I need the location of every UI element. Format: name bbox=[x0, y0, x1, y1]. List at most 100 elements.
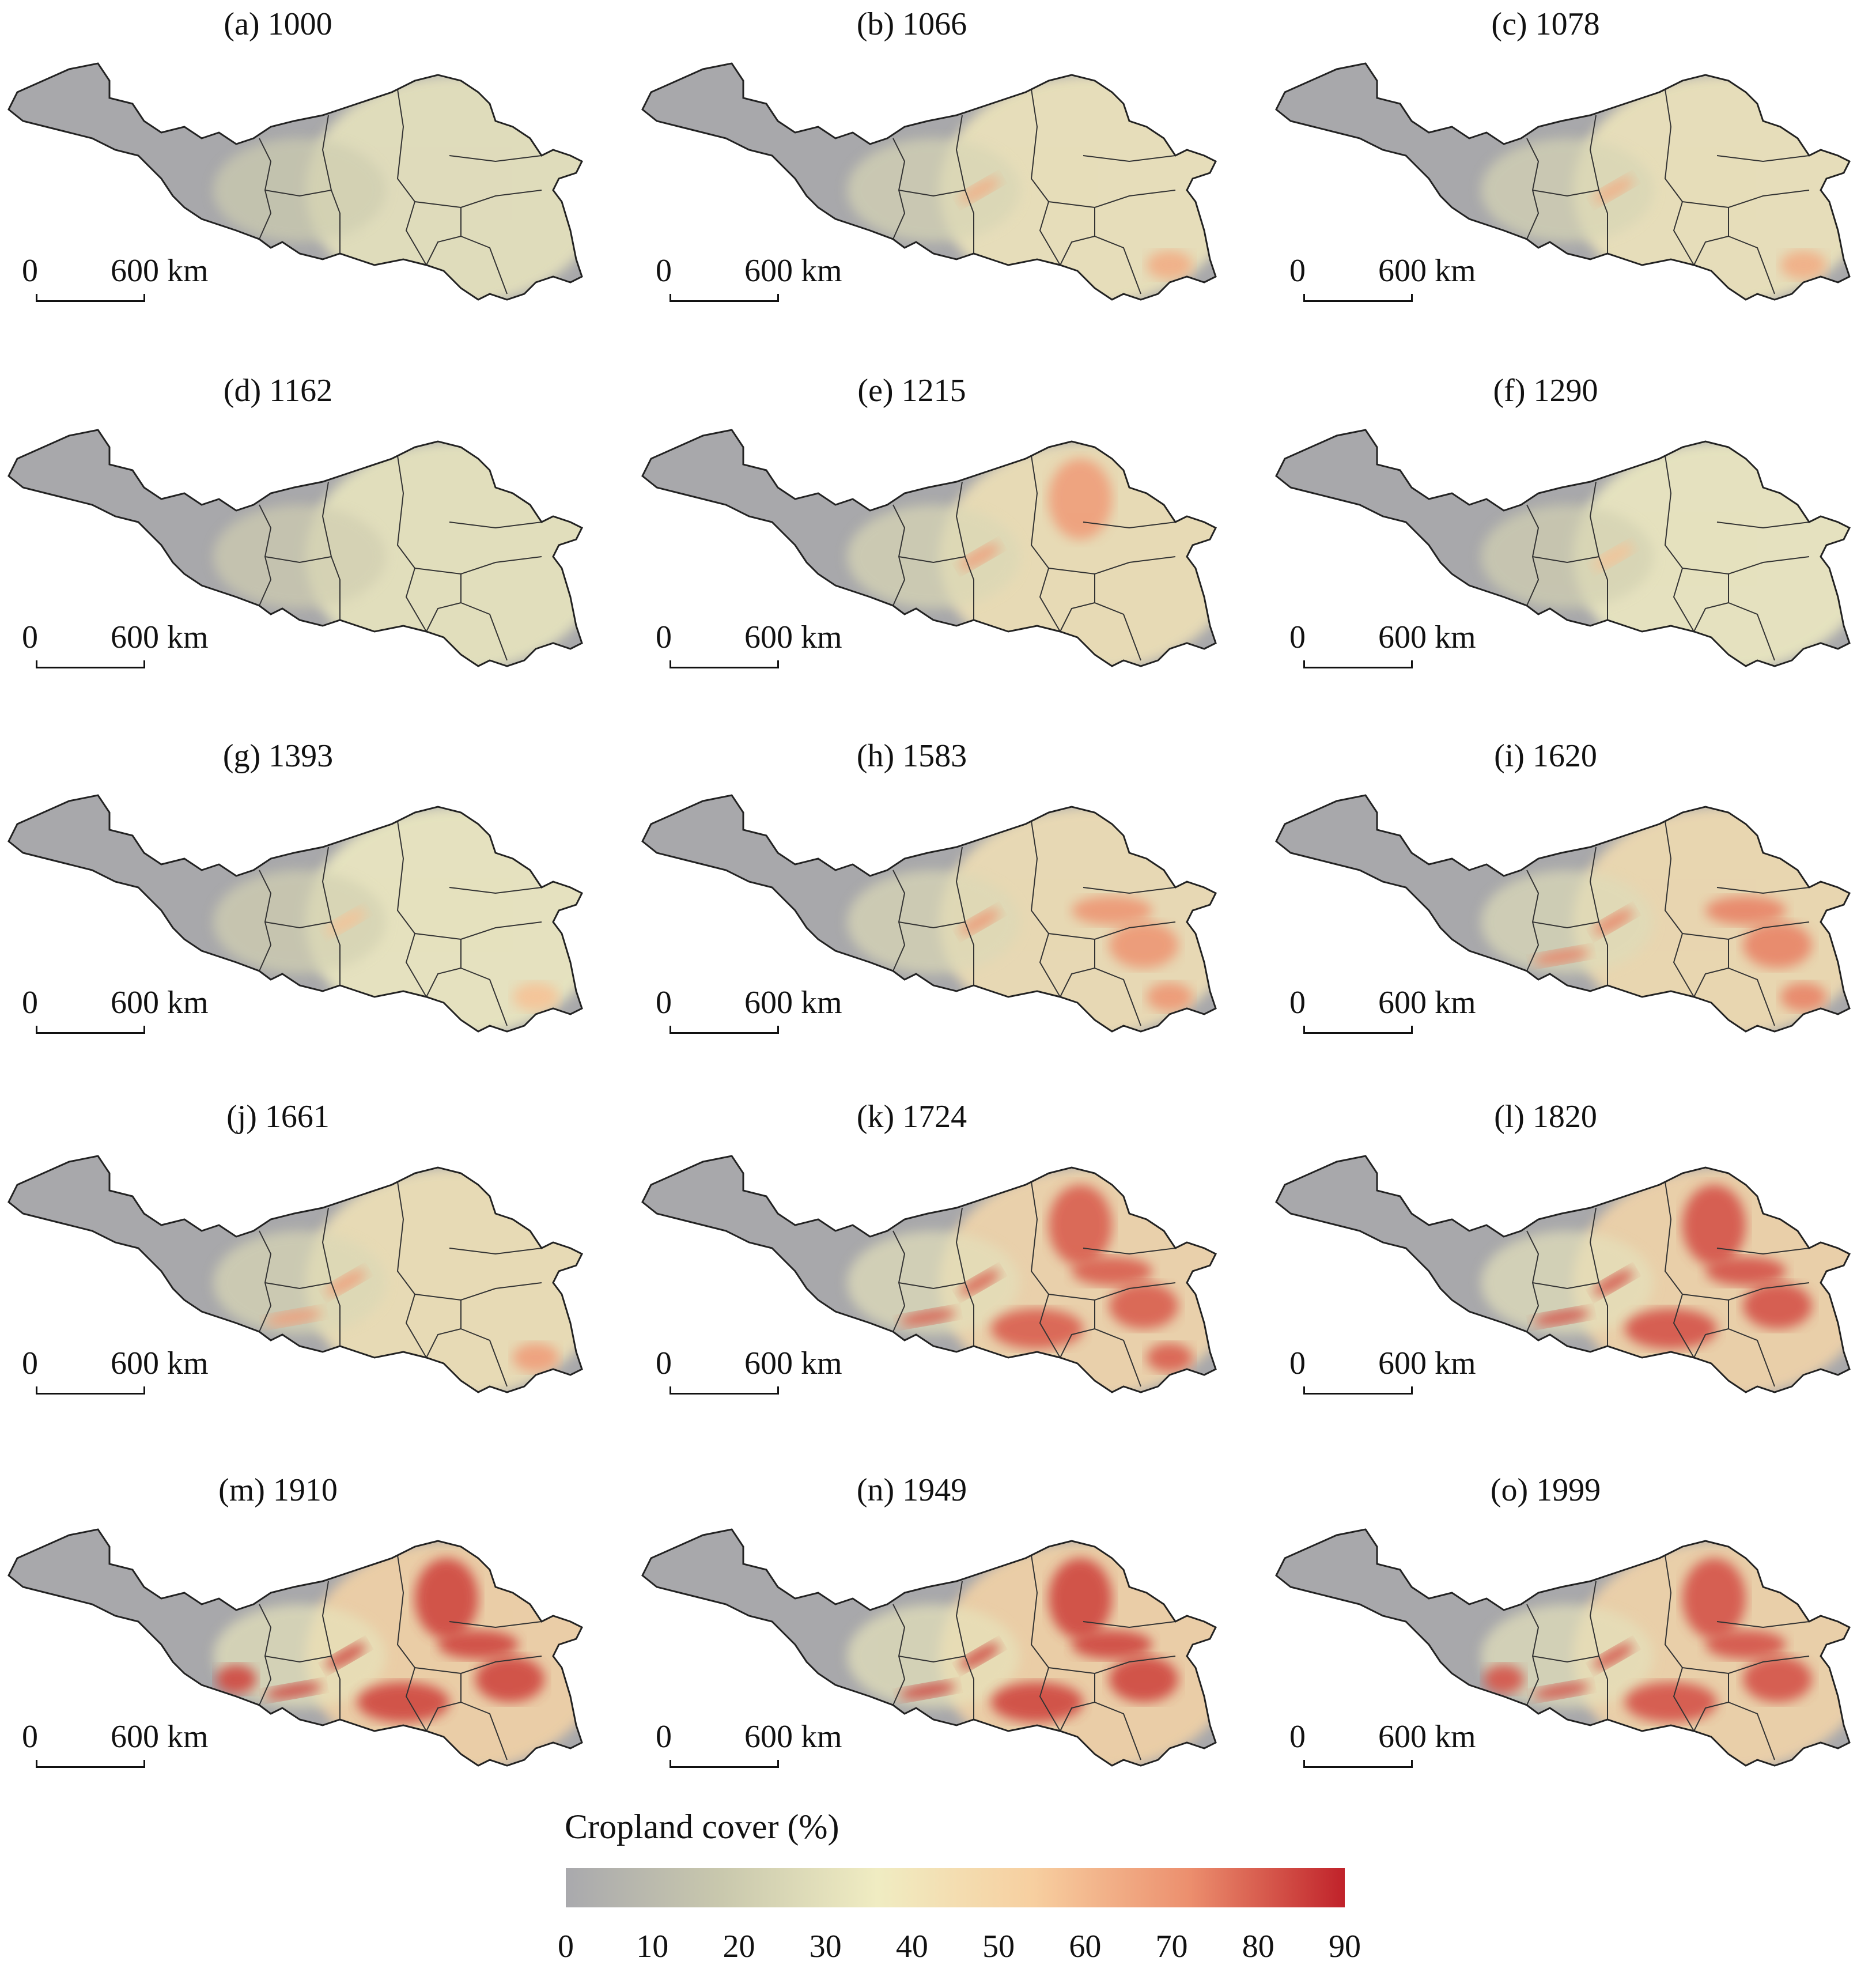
map-panel: (d) 1162 0 600 km bbox=[0, 373, 625, 750]
province-border bbox=[1682, 190, 1810, 209]
cropland-hotspot-north-plain bbox=[1049, 1558, 1112, 1639]
scale-bar bbox=[1303, 294, 1413, 302]
cropland-loess-plateau bbox=[213, 1604, 386, 1708]
province-border bbox=[1716, 522, 1810, 529]
legend-tick-label: 20 bbox=[723, 1929, 755, 1964]
province-border bbox=[264, 556, 332, 564]
province-border bbox=[1094, 207, 1141, 294]
scale-bar bbox=[36, 1026, 145, 1034]
province-border bbox=[1682, 1282, 1810, 1301]
scale-bar bbox=[1303, 1760, 1413, 1768]
province-border bbox=[460, 1300, 508, 1387]
cropland-loess-plateau bbox=[213, 1231, 386, 1335]
cropland-hotspot-henan bbox=[1625, 1309, 1717, 1349]
province-border bbox=[1728, 574, 1775, 661]
panel-title: (h) 1583 bbox=[856, 738, 967, 774]
province-border bbox=[1664, 1555, 1695, 1732]
cropland-hotspot-north-plain bbox=[1682, 1558, 1746, 1639]
cropland-hotspot-henan bbox=[1625, 1682, 1717, 1722]
cropland-map bbox=[641, 429, 1217, 667]
province-border bbox=[426, 1702, 462, 1732]
province-border bbox=[1716, 1248, 1810, 1255]
panel-title: (g) 1393 bbox=[222, 738, 334, 774]
scale-bar-start-label: 0 bbox=[1289, 985, 1306, 1021]
cropland-hotspot-fen-valley bbox=[325, 1643, 366, 1669]
cropland-map bbox=[1275, 1528, 1851, 1767]
cropland-loess-plateau bbox=[1481, 505, 1654, 609]
map-panel: (o) 1999 0 600 km bbox=[1268, 1472, 1876, 1849]
cropland-cover-layer bbox=[1481, 1541, 1849, 1766]
region-outline bbox=[7, 794, 584, 1033]
cropland-cover-layer bbox=[213, 1541, 582, 1766]
cropland-cover-layer bbox=[213, 75, 582, 300]
province-border bbox=[1664, 821, 1695, 997]
panel-title: (c) 1078 bbox=[1491, 6, 1600, 42]
province-border bbox=[1083, 155, 1176, 163]
scale-bar bbox=[36, 1760, 145, 1768]
scale-bar-start-label: 0 bbox=[656, 253, 672, 289]
province-border bbox=[449, 522, 542, 529]
scale-bar-end-label: 600 km bbox=[744, 1346, 842, 1381]
cropland-cover-layer bbox=[847, 75, 1216, 300]
province-border bbox=[1060, 1328, 1095, 1358]
cropland-hotspot-north-plain bbox=[415, 1558, 478, 1639]
cropland-hotspot-fen-valley bbox=[959, 177, 1000, 203]
province-border bbox=[264, 1282, 332, 1290]
province-border bbox=[460, 939, 508, 1026]
province-border bbox=[1682, 921, 1810, 940]
scale-bar bbox=[670, 1026, 779, 1034]
legend-tick-label: 80 bbox=[1242, 1929, 1274, 1964]
cropland-hotspot-fen-valley bbox=[959, 543, 1000, 570]
cropland-hotspot-fen-valley bbox=[1593, 177, 1634, 203]
cropland-hotspot-wei-valley bbox=[899, 1309, 956, 1326]
map-panel: (n) 1949 0 600 km bbox=[634, 1472, 1259, 1849]
scale-bar-end-label: 600 km bbox=[1378, 253, 1476, 289]
cropland-hotspot-henan bbox=[991, 1309, 1083, 1349]
province-border bbox=[426, 968, 462, 997]
cropland-hotspot-wei-valley bbox=[265, 1682, 323, 1699]
scale-bar-start-label: 0 bbox=[1289, 619, 1306, 655]
scale-bar-start-label: 0 bbox=[1289, 1719, 1306, 1755]
legend-tick-label: 70 bbox=[1155, 1929, 1188, 1964]
map-panel: (l) 1820 0 600 km bbox=[1268, 1099, 1876, 1476]
province-border bbox=[1532, 190, 1599, 197]
cropland-cover-layer bbox=[1481, 1167, 1849, 1392]
panel-title: (a) 1000 bbox=[224, 6, 332, 42]
province-border bbox=[1083, 522, 1176, 529]
cropland-loess-plateau bbox=[847, 1231, 1020, 1335]
cropland-cover-layer bbox=[213, 807, 582, 1031]
cropland-hotspot-north-plain bbox=[1049, 459, 1112, 539]
cropland-cover-layer bbox=[1481, 807, 1849, 1031]
scale-bar bbox=[36, 294, 145, 302]
map-panel: (h) 1583 0 600 km bbox=[634, 738, 1259, 1115]
scale-bar bbox=[670, 294, 779, 302]
scale-bar bbox=[670, 660, 779, 668]
province-border bbox=[1030, 455, 1061, 632]
province-border bbox=[1048, 556, 1176, 575]
scale-bar-end-label: 600 km bbox=[111, 619, 209, 655]
scale-bar-end-label: 600 km bbox=[111, 1719, 209, 1755]
province-border bbox=[1030, 1181, 1061, 1358]
province-border bbox=[1728, 939, 1775, 1026]
province-border bbox=[460, 207, 508, 294]
province-border bbox=[1060, 602, 1095, 632]
province-border bbox=[1060, 236, 1095, 266]
cropland-map bbox=[7, 429, 584, 667]
cropland-cover-layer bbox=[1481, 75, 1849, 300]
panel-title: (n) 1949 bbox=[856, 1472, 967, 1508]
province-border bbox=[1693, 602, 1729, 632]
cropland-map bbox=[641, 1528, 1217, 1767]
panel-title: (d) 1162 bbox=[223, 373, 333, 409]
legend-tick-label: 30 bbox=[809, 1929, 842, 1964]
cropland-hotspot-north-plain bbox=[1682, 1185, 1746, 1265]
region-outline bbox=[7, 62, 584, 301]
cropland-hotspot-fen-valley bbox=[1593, 1643, 1634, 1669]
cropland-hotspot-south-east bbox=[513, 1343, 559, 1372]
cropland-hotspot-east-coast bbox=[1705, 1257, 1786, 1286]
cropland-hotspot-wei-valley bbox=[1533, 1682, 1590, 1699]
panel-title: (b) 1066 bbox=[856, 6, 967, 42]
cropland-map bbox=[7, 62, 584, 301]
province-border bbox=[264, 921, 332, 929]
province-border bbox=[1682, 556, 1810, 575]
